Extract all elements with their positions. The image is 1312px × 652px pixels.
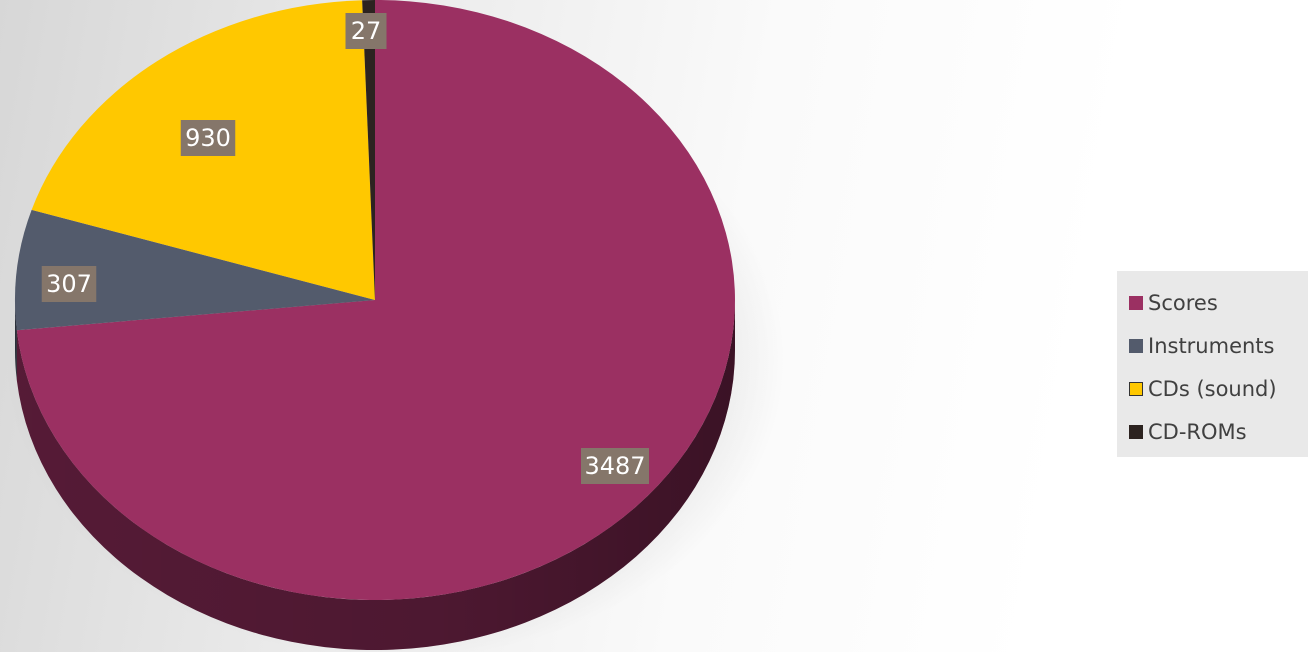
data-label-box-instruments xyxy=(41,266,97,302)
legend-swatch-scores xyxy=(1129,295,1143,310)
data-label-box-cd-roms xyxy=(345,13,387,49)
legend-label-scores: Scores xyxy=(1148,290,1218,315)
legend-swatch-cds-sound xyxy=(1129,381,1143,396)
chart-legend: Scores Instruments CDs (sound) CD-ROMs xyxy=(1117,271,1308,457)
pie-data-labels: 3487 307 930 27 xyxy=(41,13,649,484)
pie-side-walls xyxy=(15,300,735,651)
data-label-text-cds-sound: 930 xyxy=(185,124,231,152)
data-label-cd-roms: 27 xyxy=(345,13,387,49)
pie-side-shade-instruments xyxy=(15,300,17,381)
pie-slice-cd-roms xyxy=(362,0,375,300)
pie-slices xyxy=(14,0,735,600)
pie-side-shade-scores xyxy=(16,300,735,651)
legend-label-cds-sound: CDs (sound) xyxy=(1148,376,1277,401)
legend-swatch-instruments xyxy=(1129,338,1143,353)
data-label-scores: 3487 xyxy=(581,448,649,484)
data-label-box-scores xyxy=(581,448,649,484)
data-label-instruments: 307 xyxy=(41,266,97,302)
data-label-text-instruments: 307 xyxy=(46,270,92,298)
pie-slice-scores xyxy=(16,0,735,600)
data-label-box-cds-sound xyxy=(180,120,236,156)
legend-label-instruments: Instruments xyxy=(1148,333,1275,358)
data-label-text-scores: 3487 xyxy=(584,452,645,480)
legend-label-cd-roms: CD-ROMs xyxy=(1148,419,1247,444)
pie-slice-instruments xyxy=(14,209,375,331)
legend-item-cd-roms: CD-ROMs xyxy=(1129,410,1308,453)
legend-item-scores: Scores xyxy=(1129,281,1308,324)
data-label-text-cd-roms: 27 xyxy=(351,17,382,45)
data-label-cds-sound: 930 xyxy=(180,120,236,156)
legend-item-cds-sound: CDs (sound) xyxy=(1129,367,1308,410)
legend-item-instruments: Instruments xyxy=(1129,324,1308,367)
legend-swatch-cd-roms xyxy=(1129,424,1143,439)
